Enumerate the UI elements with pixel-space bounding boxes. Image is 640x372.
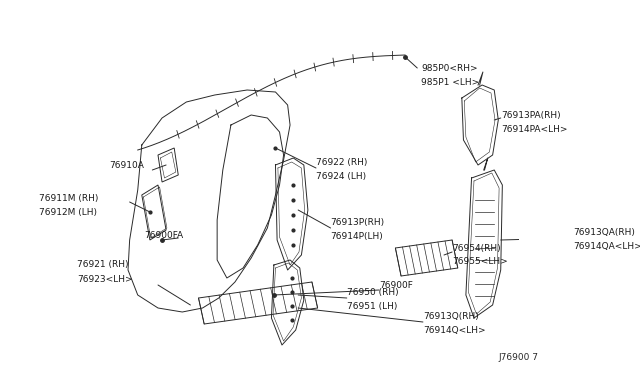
Text: 76913PA(RH): 76913PA(RH): [500, 110, 561, 119]
Text: 76921 (RH): 76921 (RH): [77, 260, 129, 269]
Text: 76912M (LH): 76912M (LH): [39, 208, 97, 217]
Text: 76923<LH>: 76923<LH>: [77, 275, 132, 283]
Text: 76913QA(RH): 76913QA(RH): [573, 228, 636, 237]
Text: 76922 (RH): 76922 (RH): [316, 157, 367, 167]
Text: 76951 (LH): 76951 (LH): [347, 301, 397, 311]
Text: J76900 7: J76900 7: [499, 353, 538, 362]
Text: 76900FA: 76900FA: [144, 231, 183, 240]
Text: 985P0<RH>: 985P0<RH>: [421, 64, 478, 73]
Text: 76910A: 76910A: [109, 160, 144, 170]
Text: 76914QA<LH>: 76914QA<LH>: [573, 241, 640, 250]
Text: 985P1 <LH>: 985P1 <LH>: [421, 77, 479, 87]
Text: 76913P(RH): 76913P(RH): [331, 218, 385, 227]
Text: 76954(RH): 76954(RH): [452, 244, 500, 253]
Text: 76950 (RH): 76950 (RH): [347, 288, 399, 296]
Text: 76914PA<LH>: 76914PA<LH>: [500, 125, 567, 134]
Text: 76900F: 76900F: [379, 280, 413, 289]
Text: 76911M (RH): 76911M (RH): [39, 193, 99, 202]
Text: 76914P(LH): 76914P(LH): [331, 231, 383, 241]
Text: 76914Q<LH>: 76914Q<LH>: [423, 326, 486, 334]
Text: 76913Q(RH): 76913Q(RH): [423, 311, 479, 321]
Text: 76924 (LH): 76924 (LH): [316, 171, 366, 180]
Text: 76955<LH>: 76955<LH>: [452, 257, 508, 266]
